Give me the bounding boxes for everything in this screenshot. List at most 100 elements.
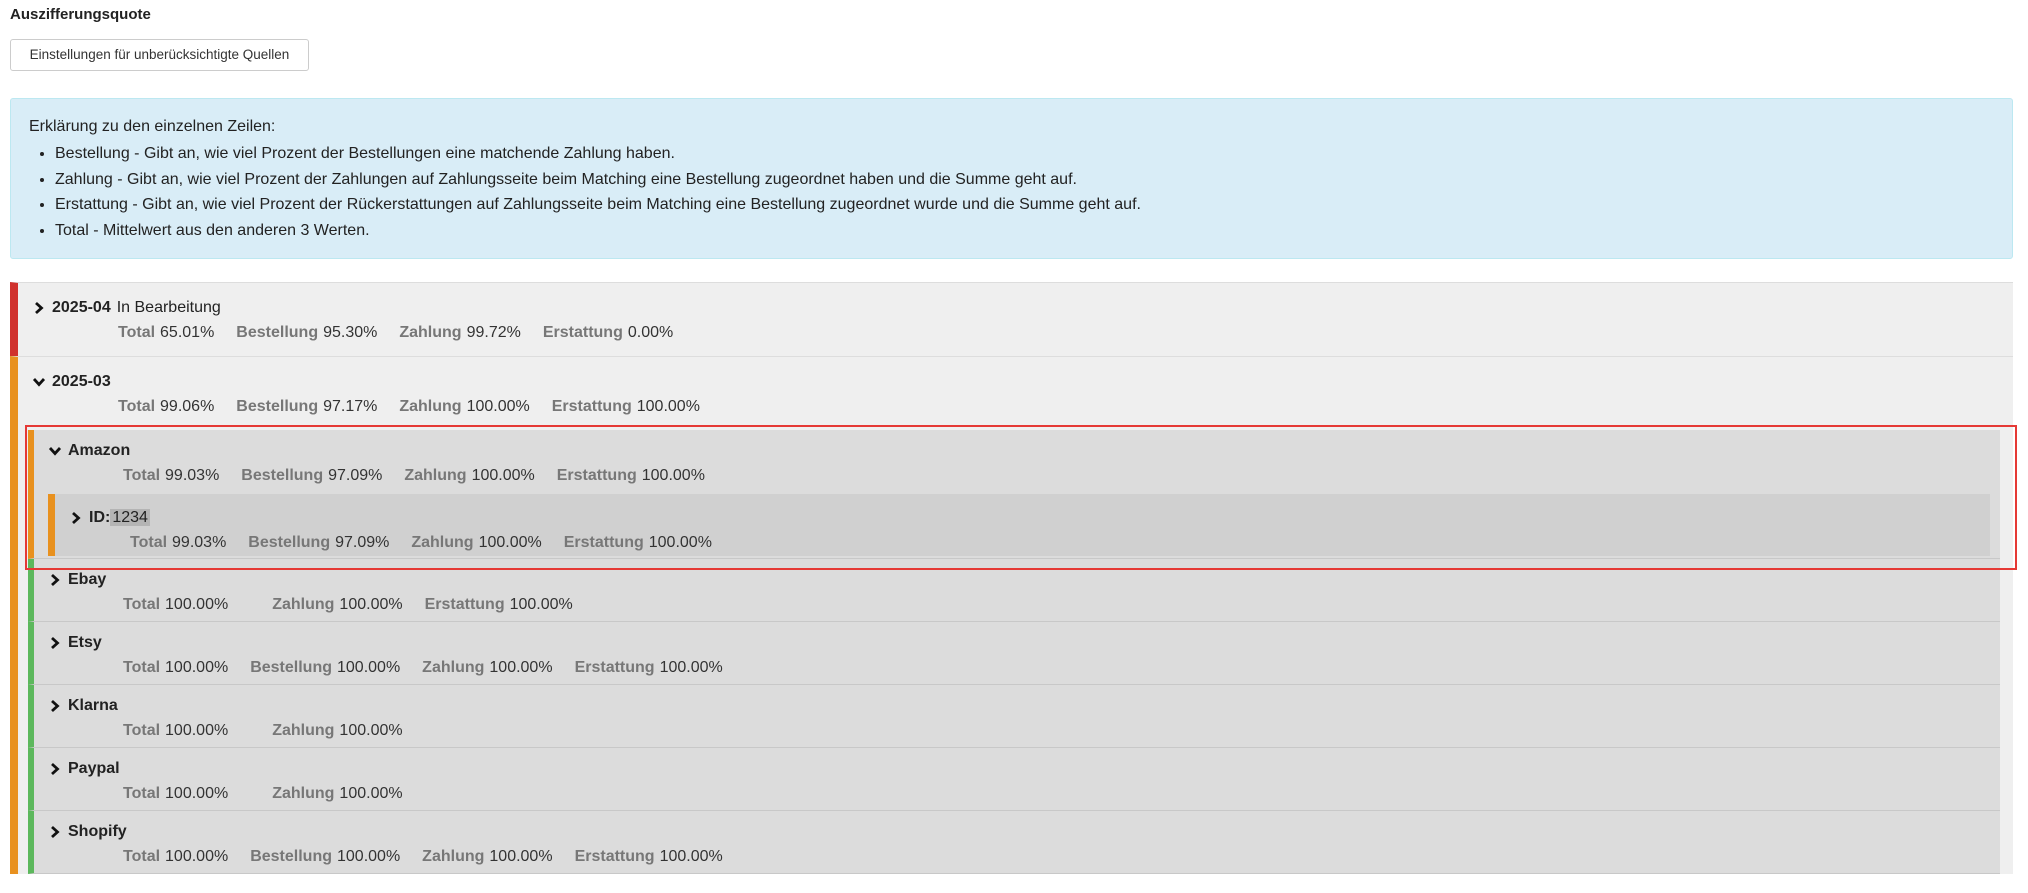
chevron-icon[interactable] xyxy=(48,573,62,587)
month-name: 2025-03 xyxy=(52,373,111,390)
source-name: Shopify xyxy=(68,823,127,840)
chevron-path xyxy=(51,573,60,587)
source: Etsy Total 100.00% Bestellung 100.00% Zahlung… xyxy=(28,622,2000,685)
stats-row: Total 99.03% Bestellung 97.09% Zahlung 100.00… xyxy=(34,463,2000,492)
info-item: Erstattung - Gibt an, wie viel Prozent d… xyxy=(55,192,1994,218)
stat: Erstattung 100.00% xyxy=(575,848,723,865)
settings-button[interactable]: Einstellungen für unberücksichtigte Quel… xyxy=(10,39,309,71)
stat: Total 100.00% xyxy=(123,596,228,613)
chevron-icon[interactable] xyxy=(32,301,46,315)
stat-label: Bestellung xyxy=(250,659,332,676)
stat-label: Total xyxy=(123,722,161,739)
stat: Bestellung 100.00% xyxy=(250,848,400,865)
stat-value: 100.00% xyxy=(339,722,403,739)
sources: Amazon Total 99.03% Bestellung 97.09% Zahlung… xyxy=(28,430,2000,874)
stat: Total 65.01% xyxy=(118,324,214,341)
entry-name: ID: 1234 xyxy=(89,509,150,527)
stat-label: Zahlung xyxy=(422,659,485,676)
stat-value: 0.00% xyxy=(627,324,674,341)
stat-value: 100.00% xyxy=(165,785,229,802)
source-header[interactable]: Shopify xyxy=(34,811,2000,844)
chevron-icon[interactable] xyxy=(32,375,46,389)
stat: Zahlung 100.00% xyxy=(422,848,552,865)
chevron-icon[interactable] xyxy=(48,444,62,458)
chevron-icon[interactable] xyxy=(69,511,83,525)
source-name: Etsy xyxy=(68,634,102,651)
chevron-icon[interactable] xyxy=(48,699,62,713)
entry-header[interactable]: ID: 1234 xyxy=(55,494,1990,530)
stat-value: 99.03% xyxy=(172,534,227,551)
chevron-path xyxy=(48,447,62,456)
stats-row: Total 65.01% Bestellung 95.30% Zahlung 99.72%… xyxy=(18,320,2013,356)
stat: Erstattung 100.00% xyxy=(575,659,723,676)
stat: Total 100.00% xyxy=(123,722,228,739)
month-header[interactable]: 2025-04 In Bearbeitung xyxy=(18,283,2013,320)
month-tree: 2025-04 In Bearbeitung Total 65.01% Bestellu… xyxy=(10,282,2013,874)
stat-label: Erstattung xyxy=(424,596,505,613)
stat-value: 100.00% xyxy=(636,398,700,415)
stat: Zahlung 100.00% xyxy=(411,534,541,551)
stat-value: 100.00% xyxy=(165,659,229,676)
stat-label: Total xyxy=(118,398,156,415)
stat: Zahlung 100.00% xyxy=(422,659,552,676)
chevron-path xyxy=(32,378,46,387)
stat-value: 100.00% xyxy=(337,848,401,865)
stat: Total 100.00% xyxy=(123,659,228,676)
month-name: 2025-04 xyxy=(52,299,111,316)
chevron-icon[interactable] xyxy=(48,762,62,776)
stat-value: 100.00% xyxy=(641,467,705,484)
stat-value: 65.01% xyxy=(160,324,215,341)
chevron-icon[interactable] xyxy=(48,636,62,650)
info-heading: Erklärung zu den einzelnen Zeilen: xyxy=(29,118,276,135)
stat-label: Bestellung xyxy=(248,534,331,551)
stat-value: 100.00% xyxy=(466,398,530,415)
stats-row: Total 100.00% Bestellung 100.00% Zahlung 100.… xyxy=(34,655,2000,684)
chevron-path xyxy=(51,636,60,650)
stat-label: Zahlung xyxy=(272,722,335,739)
source-header[interactable]: Etsy xyxy=(34,622,2000,655)
source-header[interactable]: Ebay xyxy=(34,559,2000,592)
stat-label: Total xyxy=(123,659,161,676)
chevron-path xyxy=(35,301,44,315)
stat-label: Zahlung xyxy=(411,534,474,551)
stat-value: 100.00% xyxy=(339,596,403,613)
stats-row: Total 99.03% Bestellung 97.09% Zahlung 100.00… xyxy=(55,530,1990,556)
month-header[interactable]: 2025-03 xyxy=(18,357,2013,394)
stat-label: Erstattung xyxy=(563,534,644,551)
stat-value: 99.06% xyxy=(160,398,215,415)
stat-label: Total xyxy=(123,596,161,613)
stat-value: 99.03% xyxy=(165,467,220,484)
stat-label: Erstattung xyxy=(574,848,655,865)
source: Amazon Total 99.03% Bestellung 97.09% Zahlung… xyxy=(28,430,2000,559)
entry-label: ID: xyxy=(89,509,111,526)
stat-label: Total xyxy=(123,467,161,484)
source: Ebay Total 100.00% Zahlung 100.00% Erstattung… xyxy=(28,559,2000,622)
stat-label: Zahlung xyxy=(399,398,462,415)
stat-value: 100.00% xyxy=(478,534,542,551)
chevron-path xyxy=(72,511,81,525)
stat-value: 100.00% xyxy=(489,848,553,865)
stat-label: Erstattung xyxy=(551,398,632,415)
entry: ID: 1234 Total 99.03% Bestellung 97.09% Zahlun… xyxy=(48,494,1990,556)
chevron-icon[interactable] xyxy=(48,825,62,839)
source-name: Ebay xyxy=(68,571,107,588)
stat: Total 99.03% xyxy=(123,467,219,484)
source-header[interactable]: Paypal xyxy=(34,748,2000,781)
stat: Zahlung 99.72% xyxy=(399,324,520,341)
stat-label: Erstattung xyxy=(556,467,637,484)
page-title: Auszifferungsquote xyxy=(10,6,151,23)
source-name: Amazon xyxy=(68,442,131,459)
stat-label: Zahlung xyxy=(422,848,485,865)
source-header[interactable]: Klarna xyxy=(34,685,2000,718)
source-header[interactable]: Amazon xyxy=(34,430,2000,463)
stat: Zahlung 100.00% xyxy=(404,467,534,484)
stat: Bestellung 97.17% xyxy=(236,398,377,415)
stat-label: Bestellung xyxy=(250,848,332,865)
chevron-path xyxy=(51,762,60,776)
stat: Total 100.00% xyxy=(123,848,228,865)
month-status: In Bearbeitung xyxy=(116,299,221,316)
stat-value: 100.00% xyxy=(659,848,723,865)
month: 2025-04 In Bearbeitung Total 65.01% Bestellu… xyxy=(10,282,2013,356)
stat-value: 97.09% xyxy=(328,467,383,484)
stats-row: Total 100.00% Bestellung 100.00% Zahlung 100.… xyxy=(34,844,2000,873)
